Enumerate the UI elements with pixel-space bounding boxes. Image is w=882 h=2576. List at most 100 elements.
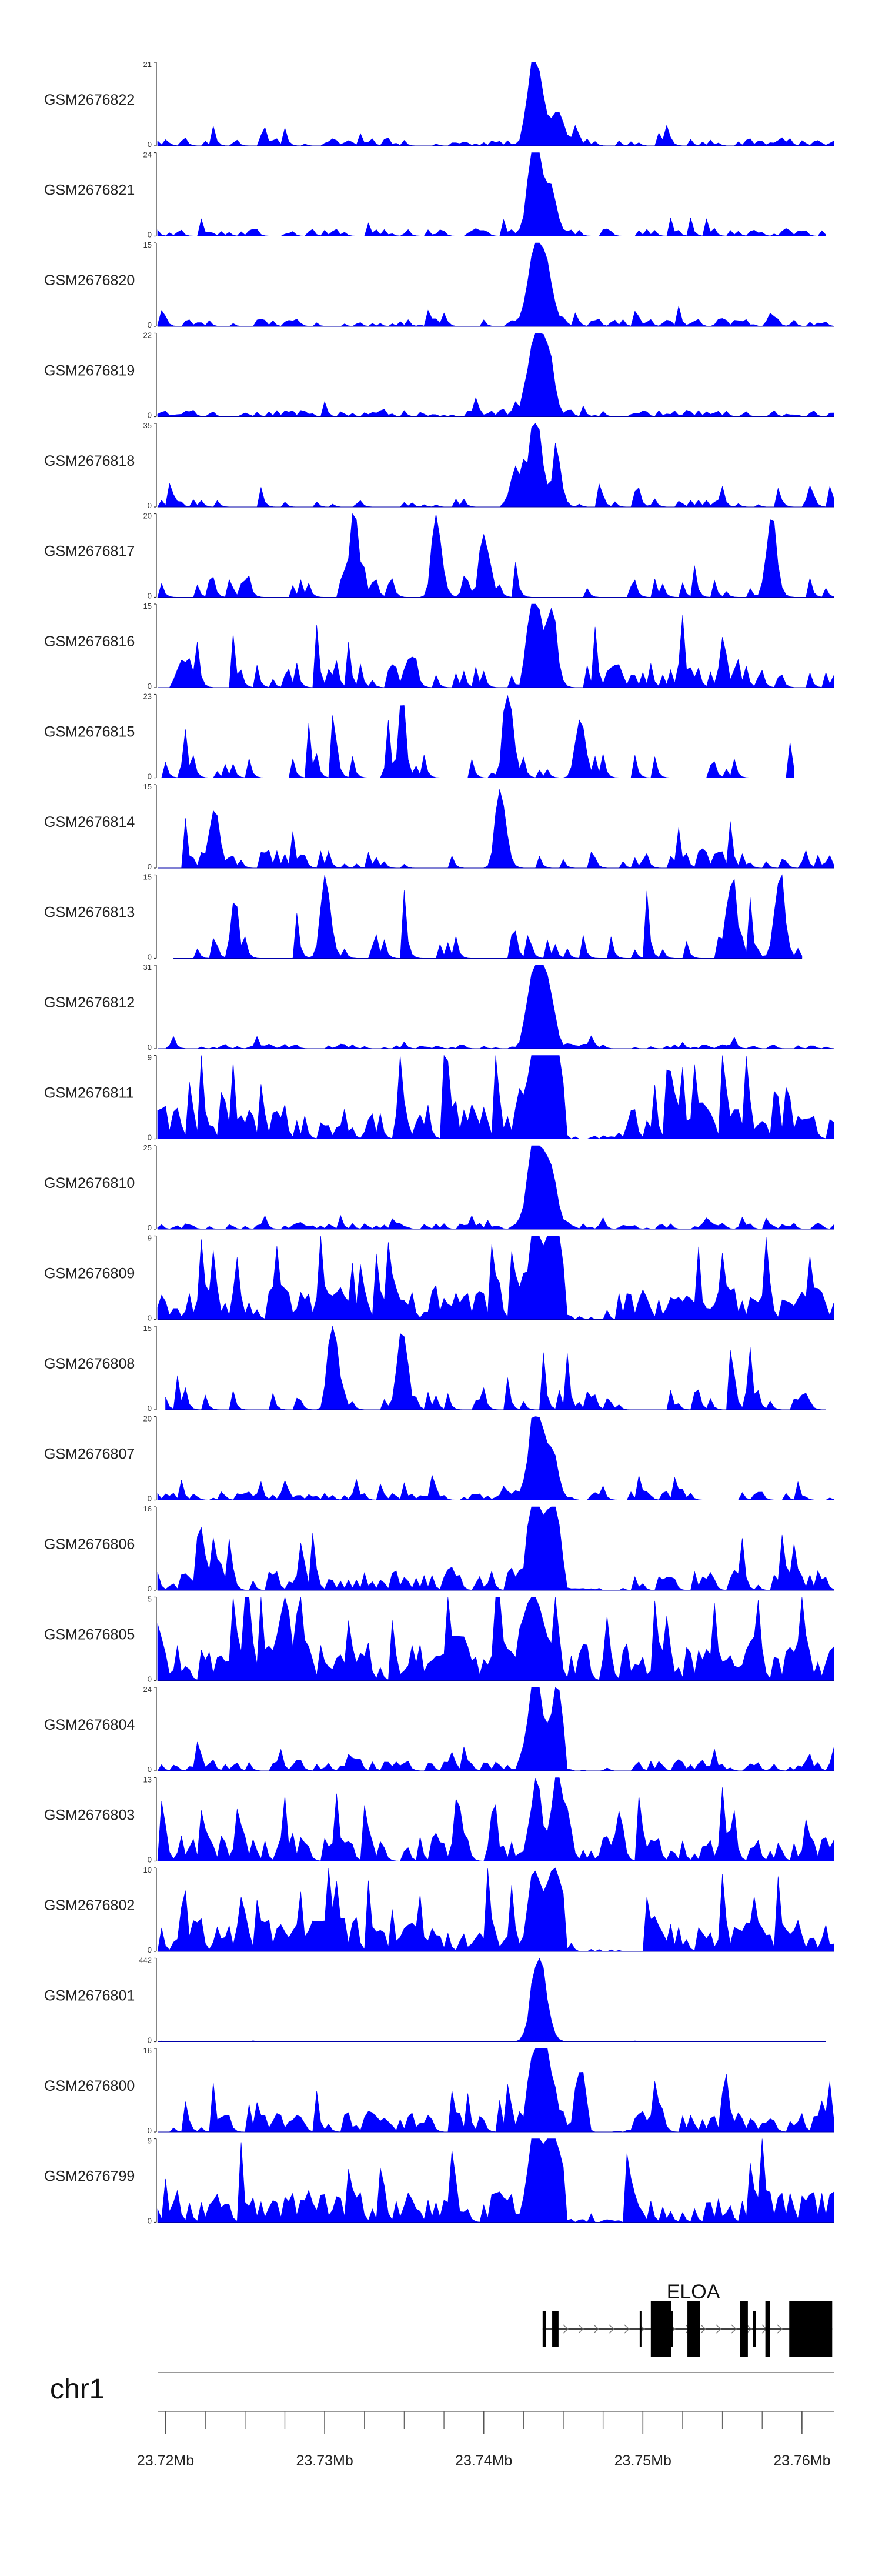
gene-exon-utr [553,2317,557,2341]
coverage-area [157,1145,834,1230]
y-max-label: 25 [143,1143,152,1152]
track: GSM2676800 16 0 [44,2046,834,2135]
y-max-label: 23 [143,692,152,701]
tick-label: 23.75Mb [614,2452,671,2469]
y-min-label: 0 [148,953,152,962]
track: GSM2676811 9 0 [44,1053,834,1142]
track-label: GSM2676819 [44,363,135,379]
coverage-area [157,1687,834,1771]
track: GSM2676807 20 0 [44,1414,834,1503]
chromosome-label: chr1 [50,2374,105,2405]
y-max-label: 10 [143,1866,152,1874]
y-min-label: 0 [148,1946,152,1954]
track: GSM2676802 10 0 [44,1866,834,1954]
track: GSM2676815 23 0 [44,692,794,781]
y-max-label: 16 [143,1504,152,1513]
track: GSM2676804 24 0 [44,1685,834,1774]
y-min-label: 0 [148,1314,152,1323]
track: GSM2676806 16 0 [44,1504,834,1593]
y-max-label: 15 [143,1324,152,1333]
track-label: GSM2676816 [44,633,135,650]
strand-arrow [731,2324,737,2334]
coverage-area [165,1326,826,1410]
strand-arrow [593,2324,599,2334]
y-max-label: 9 [148,1053,152,1062]
track-label: GSM2676799 [44,2168,135,2185]
track: GSM2676818 35 0 [44,421,834,510]
coverage-area [157,1957,826,2042]
track-label: GSM2676817 [44,543,135,560]
coverage-area [157,513,834,598]
gene-exon-utr [542,2311,546,2347]
gene-name-label: ELOA [667,2281,720,2303]
track-label: GSM2676804 [44,1717,135,1733]
coverage-area [157,1777,834,1861]
y-min-label: 0 [148,1404,152,1413]
track-label: GSM2676818 [44,453,135,469]
y-min-label: 0 [148,592,152,600]
y-min-label: 0 [148,1675,152,1684]
y-max-label: 9 [148,1234,152,1243]
track-label: GSM2676800 [44,2078,135,2094]
track-label: GSM2676808 [44,1356,135,1372]
track: GSM2676813 15 0 [44,873,803,962]
track-label: GSM2676809 [44,1266,135,1282]
track-label: GSM2676801 [44,1988,135,2004]
coverage-area [158,965,834,1049]
gene-model-track: ELOA [542,2281,833,2357]
y-max-label: 15 [143,241,152,249]
y-min-label: 0 [148,1043,152,1052]
tick-label: 23.73Mb [296,2452,353,2469]
y-min-label: 0 [148,1765,152,1774]
y-max-label: 5 [148,1595,152,1604]
coverage-area [158,2048,834,2133]
gene-exon-utr [753,2311,756,2347]
track: GSM2676817 20 0 [44,512,834,600]
gene-exon-coding [740,2301,748,2357]
coverage-area [173,874,803,959]
y-max-label: 15 [143,602,152,610]
track: GSM2676809 9 0 [44,1234,834,1323]
track-label: GSM2676803 [44,1807,135,1824]
strand-arrow [624,2324,630,2334]
coverage-area [157,152,826,236]
tick-label: 23.74Mb [455,2452,512,2469]
gene-exon-coding [789,2301,833,2357]
coverage-area [157,1506,834,1591]
coverage-area [157,1597,834,1681]
y-min-label: 0 [148,2036,152,2045]
y-max-label: 35 [143,421,152,430]
strand-arrow [716,2324,721,2334]
tick-label: 23.76Mb [773,2452,830,2469]
track-label: GSM2676811 [44,1085,133,1102]
y-max-label: 15 [143,873,152,882]
strand-arrow [746,2324,752,2334]
y-max-label: 442 [139,1956,152,1965]
coverage-area [157,2138,834,2223]
strand-arrow [563,2324,569,2334]
track: GSM2676803 13 0 [44,1776,834,1864]
y-min-label: 0 [148,321,152,329]
track: GSM2676810 25 0 [44,1143,834,1232]
y-max-label: 15 [143,782,152,791]
track-label: GSM2676812 [44,995,135,1011]
y-min-label: 0 [148,772,152,781]
track: GSM2676808 15 0 [44,1324,826,1413]
coverage-area [157,1055,834,1139]
gene-exon-coding [650,2301,671,2357]
track-label: GSM2676814 [44,814,135,830]
y-max-label: 13 [143,1776,152,1784]
coverage-area [158,695,794,778]
genome-axis: 23.72Mb 23.73Mb 23.74Mb 23.75Mb 23.76Mb [137,2372,834,2469]
y-max-label: 21 [143,60,152,69]
track: GSM2676820 15 0 [44,241,834,329]
track: GSM2676801 442 0 [44,1956,826,2045]
track-label: GSM2676813 [44,905,135,921]
coverage-tracks: GSM2676822210GSM2676821240GSM2676820150G… [44,60,834,2225]
strand-arrow [609,2324,614,2334]
coverage-area [157,333,834,417]
strand-arrow [700,2324,706,2334]
y-max-label: 24 [143,1685,152,1694]
track: GSM2676812 31 0 [44,963,834,1052]
